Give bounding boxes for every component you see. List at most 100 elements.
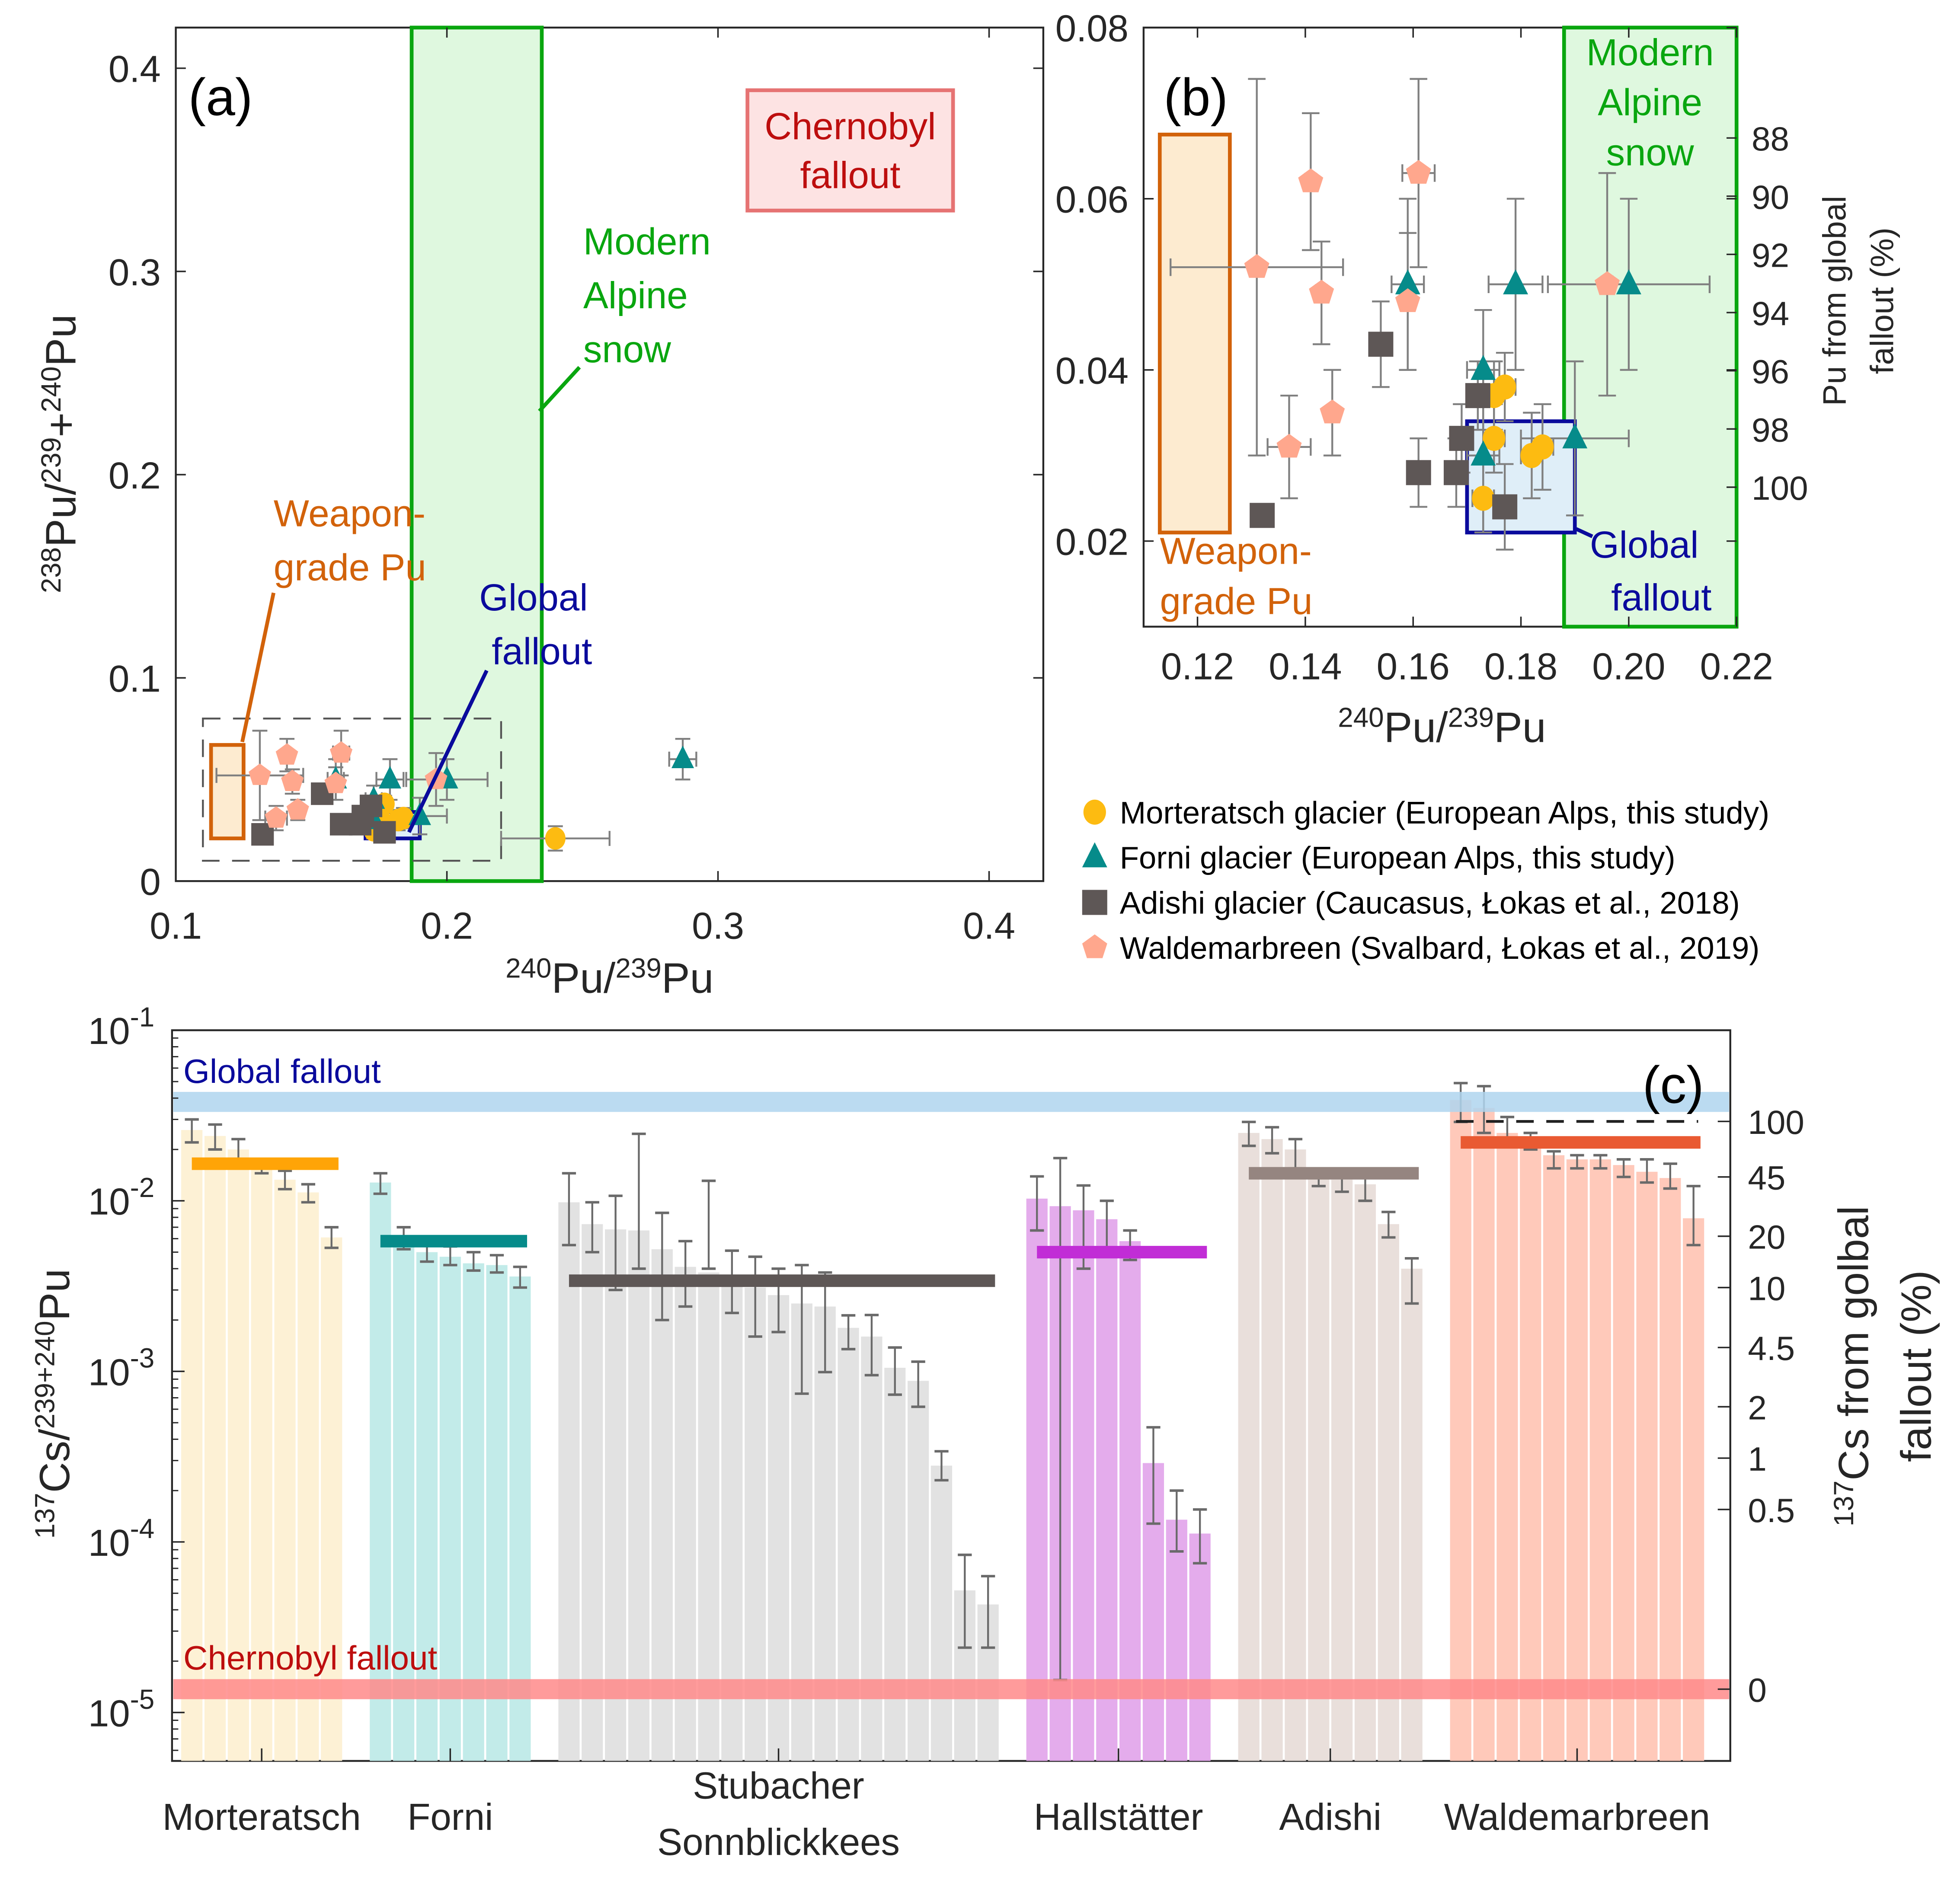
panel-a-ticks: 0.1 0.2 0.3 0.400.10.20.30.4 <box>109 27 1043 947</box>
band-wrap <box>173 1679 1729 1699</box>
panel-b-alpine-label-1: Modern <box>1586 32 1714 73</box>
forni-point <box>1503 269 1528 294</box>
panel-a-regions <box>202 26 544 883</box>
bar <box>393 1238 415 1761</box>
panel-a-alpine-label-3: snow <box>583 329 671 370</box>
region-zoom-region-b- <box>202 717 502 862</box>
panel-b-label: (b) <box>1164 68 1228 127</box>
bar <box>1589 1159 1611 1761</box>
panel-a-ylabel: 238Pu/239+240Pu <box>35 314 85 593</box>
x-category-label: Waldemarbreen <box>1444 1796 1711 1838</box>
bar <box>582 1224 603 1761</box>
morteratsch-point <box>393 807 414 830</box>
y2-tick-label: 92 <box>1752 236 1789 274</box>
bar-group-waldemarbreen <box>1450 1082 1704 1761</box>
group-mean-line <box>192 1157 339 1170</box>
adishi-point <box>349 813 372 836</box>
bar <box>651 1249 673 1761</box>
panel-b-global-leader <box>1575 527 1593 538</box>
waldemarbreen-point <box>1309 280 1334 304</box>
y-tick-label: 0.3 <box>109 252 161 294</box>
bar-group-adishi <box>1238 1120 1423 1761</box>
bar <box>908 1381 929 1761</box>
bar <box>1073 1210 1094 1761</box>
region-weapon-grade-pu <box>1157 132 1232 535</box>
bar <box>1308 1173 1330 1761</box>
bar <box>675 1267 696 1761</box>
x-category-label: Adishi <box>1279 1796 1381 1838</box>
forni-point <box>1616 269 1641 294</box>
adishi-point <box>1492 494 1518 520</box>
morteratsch-point <box>1531 434 1554 460</box>
panel-c-bars <box>181 1082 1704 1761</box>
y-tick-label: 10-2 <box>88 1172 154 1223</box>
panel-b-points <box>1170 78 1711 551</box>
panel-c-ticks: 10-1 10-2 10-3 10-4 10-5 100 45 20 10 4.5 2 1 0.5 0 Mo… <box>88 1002 1804 1863</box>
bar-group-hallst-tter <box>1026 1157 1211 1761</box>
bar <box>605 1229 627 1761</box>
panel-a-chernobyl-label-1: Chernobyl <box>764 105 936 147</box>
y-tick-label: 10-3 <box>88 1343 154 1394</box>
morteratsch-point <box>545 827 566 850</box>
y-tick-label: 0.04 <box>1055 350 1129 392</box>
bar <box>227 1149 249 1761</box>
legend-label: Forni glacier (European Alps, this study… <box>1120 840 1675 875</box>
bar <box>1189 1533 1211 1761</box>
reference-band-chernobyl-fallout <box>173 1679 1729 1699</box>
panel-a-global-leader <box>407 670 489 833</box>
x-tick-label: 0.14 <box>1269 645 1342 687</box>
waldemarbreen-point <box>1320 399 1345 424</box>
adishi-point <box>329 813 353 836</box>
legend: Morteratsch glacier (European Alps, this… <box>1082 795 1769 966</box>
forni-point <box>1395 269 1420 294</box>
y-tick-label: 10-5 <box>88 1684 154 1735</box>
y-tick-label: 0.2 <box>109 455 161 497</box>
x-category-label: Morteratsch <box>163 1796 361 1838</box>
panel-a-label: (a) <box>189 68 253 127</box>
y2-tick-label: 1 <box>1748 1440 1767 1478</box>
panel-c-label: (c) <box>1643 1055 1704 1114</box>
x-category-label: Forni <box>407 1796 493 1838</box>
region-modern-alpine-snow <box>1562 26 1739 629</box>
adishi-point <box>1465 383 1490 409</box>
panel-c-chernobyl-label: Chernobyl fallout <box>183 1639 438 1677</box>
bar <box>930 1465 953 1761</box>
waldemarbreen-point <box>324 772 347 793</box>
forni-legend-marker <box>1082 842 1107 868</box>
panel-a-alpine-leader <box>538 366 581 412</box>
panel-b-weapon-label-2: grade Pu <box>1160 581 1313 622</box>
bar <box>1026 1198 1048 1761</box>
legend-item: Waldemarbreen (Svalbard, Łokas et al., 2… <box>1082 931 1759 966</box>
legend-label: Morteratsch glacier (European Alps, this… <box>1120 795 1769 830</box>
adishi-point <box>1443 460 1469 485</box>
group-mean-line <box>1249 1167 1419 1180</box>
panel-b-weapon-label-1: Weapon- <box>1160 530 1312 572</box>
region-weapon-grade-pu <box>209 743 246 840</box>
panel-a-chernobyl-label-2: fallout <box>800 154 900 196</box>
y2-tick-label: 94 <box>1752 294 1789 332</box>
bar <box>204 1136 226 1761</box>
x-tick-label: 0.18 <box>1484 645 1557 687</box>
waldemarbreen-point <box>249 763 271 785</box>
panel-a-xlabel: 240Pu/239Pu <box>505 952 713 1002</box>
y-tick-label: 0.4 <box>109 48 161 90</box>
panel-a-global-label-1: Global <box>479 577 588 619</box>
bar <box>1354 1184 1376 1761</box>
bar <box>1285 1149 1306 1761</box>
y2-tick-label: 100 <box>1752 469 1808 507</box>
bar <box>486 1265 508 1761</box>
bar <box>181 1130 203 1761</box>
x-tick-label: 0.20 <box>1592 645 1665 687</box>
reference-band-global-fallout <box>173 1092 1729 1112</box>
bar <box>251 1168 272 1761</box>
morteratsch-point <box>1472 485 1495 511</box>
bar <box>1450 1100 1471 1761</box>
y-tick-label: 0.1 <box>109 658 161 700</box>
bar <box>1378 1224 1399 1761</box>
waldemarbreen-point <box>329 741 353 763</box>
y2-tick-label: 100 <box>1748 1103 1804 1141</box>
bar <box>1566 1159 1588 1761</box>
y-tick-label: 0.08 <box>1055 8 1129 50</box>
bar <box>628 1230 650 1761</box>
